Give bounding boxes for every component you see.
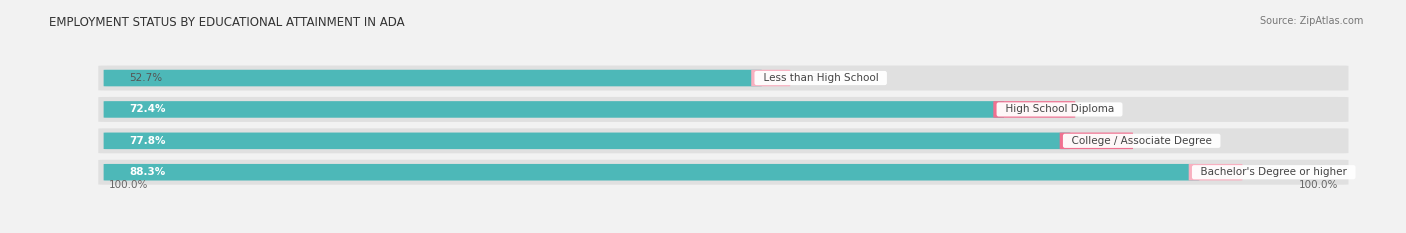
- FancyBboxPatch shape: [98, 160, 1348, 185]
- Text: College / Associate Degree: College / Associate Degree: [1064, 136, 1219, 146]
- Text: 100.0%: 100.0%: [110, 180, 149, 190]
- FancyBboxPatch shape: [98, 128, 1348, 153]
- FancyBboxPatch shape: [104, 70, 762, 86]
- Text: EMPLOYMENT STATUS BY EDUCATIONAL ATTAINMENT IN ADA: EMPLOYMENT STATUS BY EDUCATIONAL ATTAINM…: [49, 16, 405, 29]
- FancyBboxPatch shape: [104, 101, 1004, 118]
- Text: 72.4%: 72.4%: [129, 104, 166, 114]
- FancyBboxPatch shape: [1060, 133, 1133, 149]
- Text: High School Diploma: High School Diploma: [998, 104, 1121, 114]
- Text: 3.5%: 3.5%: [1253, 167, 1279, 177]
- Text: 2.3%: 2.3%: [801, 73, 827, 83]
- FancyBboxPatch shape: [104, 164, 1199, 181]
- Text: Bachelor's Degree or higher: Bachelor's Degree or higher: [1194, 167, 1354, 177]
- Text: 5.1%: 5.1%: [1143, 136, 1170, 146]
- FancyBboxPatch shape: [98, 97, 1348, 122]
- FancyBboxPatch shape: [98, 65, 1348, 91]
- Text: Source: ZipAtlas.com: Source: ZipAtlas.com: [1260, 16, 1364, 26]
- Text: 100.0%: 100.0%: [1298, 180, 1337, 190]
- FancyBboxPatch shape: [1188, 164, 1243, 181]
- Text: 5.8%: 5.8%: [1085, 104, 1112, 114]
- FancyBboxPatch shape: [751, 70, 790, 86]
- Text: 52.7%: 52.7%: [129, 73, 162, 83]
- FancyBboxPatch shape: [104, 133, 1070, 149]
- Text: Less than High School: Less than High School: [756, 73, 884, 83]
- Text: 88.3%: 88.3%: [129, 167, 166, 177]
- Text: 77.8%: 77.8%: [129, 136, 166, 146]
- FancyBboxPatch shape: [993, 101, 1076, 118]
